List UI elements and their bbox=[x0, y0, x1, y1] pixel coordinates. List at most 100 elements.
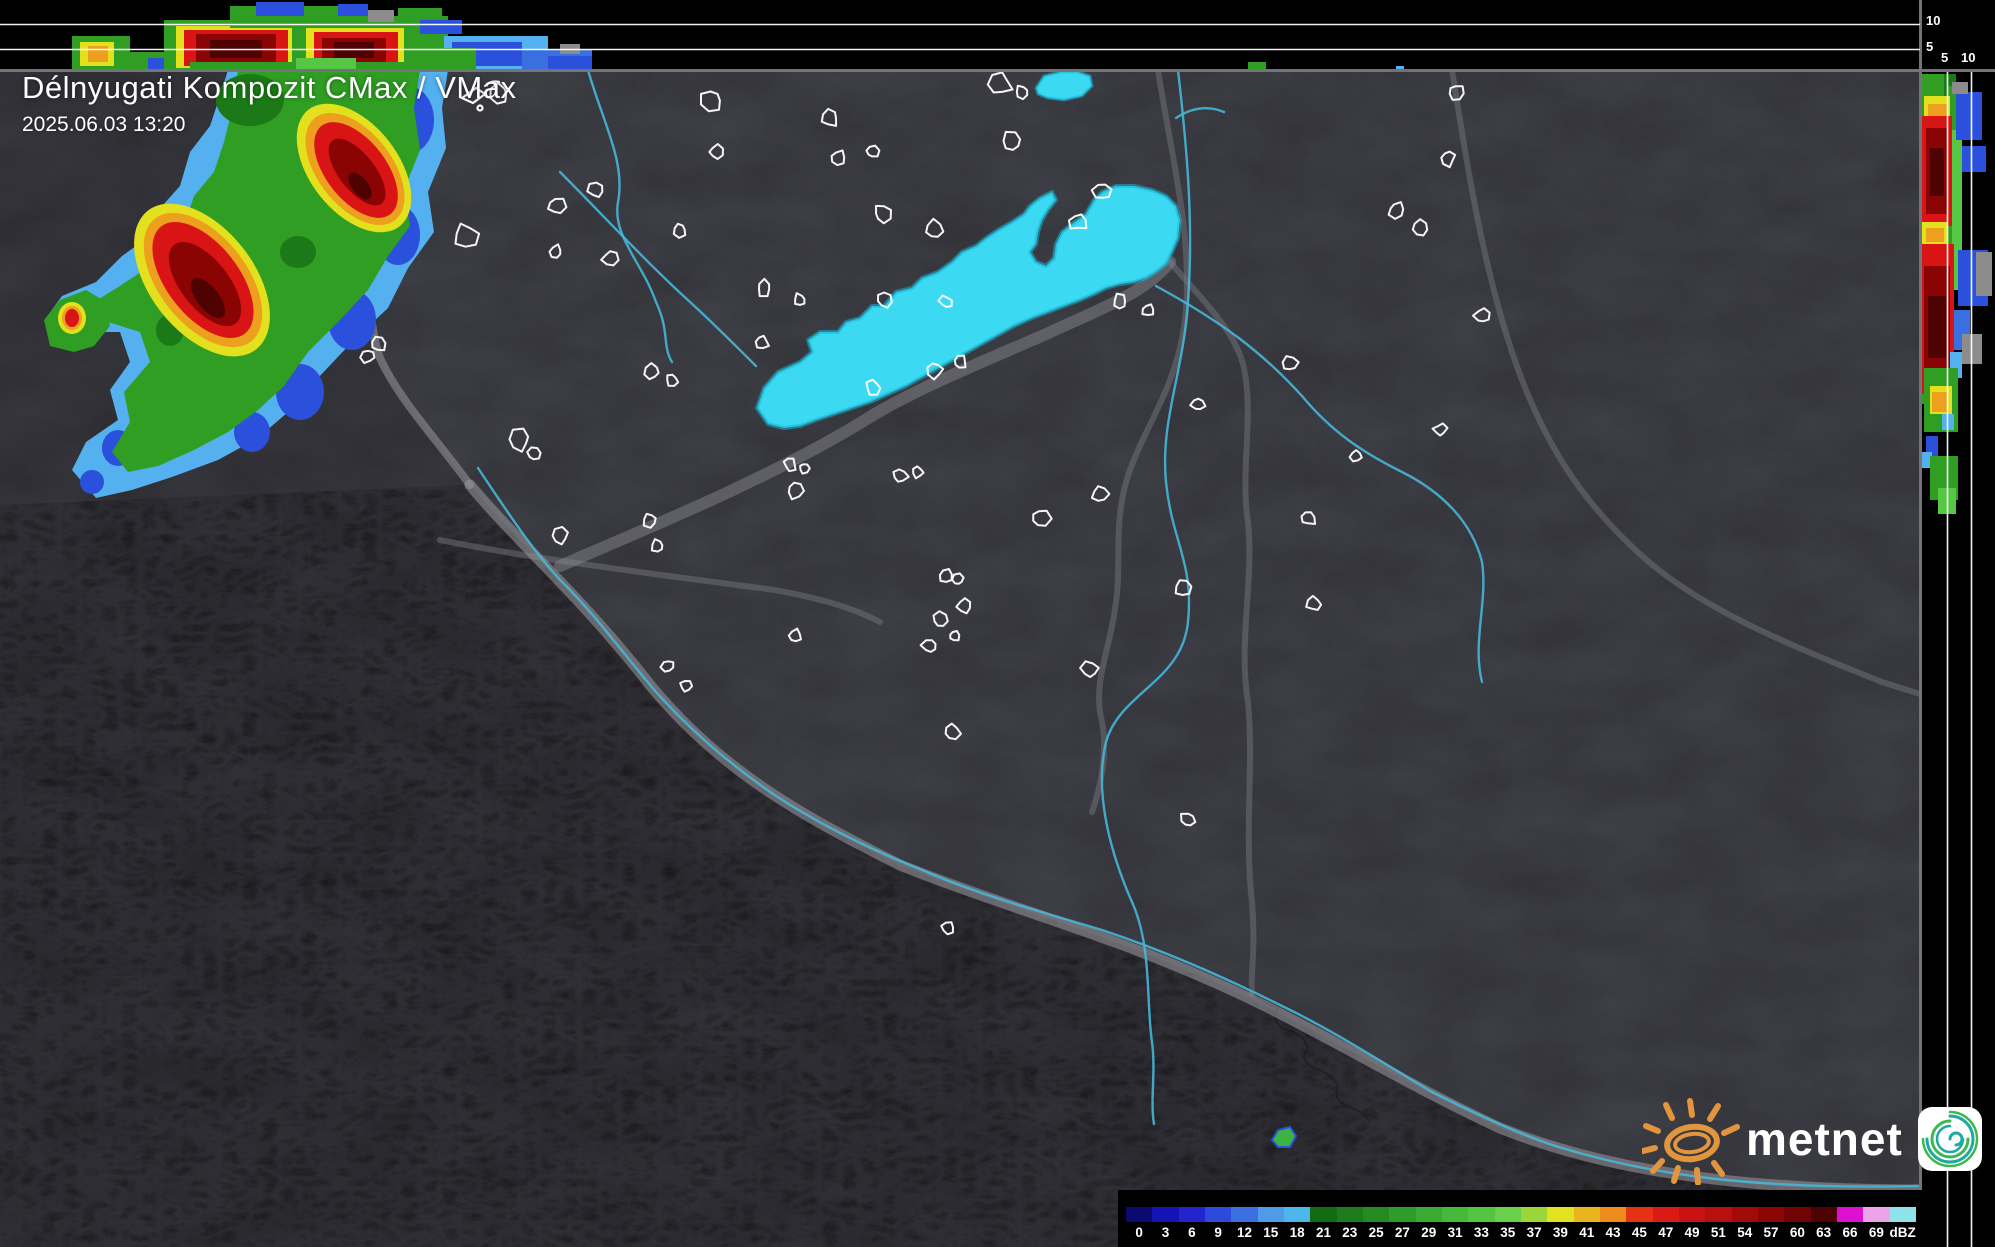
legend-label: 15 bbox=[1263, 1225, 1279, 1240]
settlement-outline bbox=[1032, 509, 1053, 527]
legend-label: 3 bbox=[1161, 1225, 1170, 1240]
settlement-outline bbox=[454, 222, 481, 248]
settlement-outline bbox=[489, 82, 508, 105]
logo-text: metnet bbox=[1746, 1113, 1903, 1165]
settlement-outline bbox=[679, 680, 694, 693]
county-border bbox=[1089, 67, 1191, 815]
legend-entry: 37 bbox=[1520, 1207, 1548, 1240]
county-border bbox=[1449, 67, 1923, 697]
legend-label: 51 bbox=[1710, 1225, 1726, 1240]
settlement-outline bbox=[548, 243, 562, 259]
settlement-outline bbox=[1015, 84, 1029, 101]
isolated-echo-cell bbox=[1270, 1125, 1298, 1148]
legend-swatch bbox=[1652, 1207, 1679, 1222]
legend-swatch bbox=[1810, 1207, 1837, 1222]
title-block: Délnyugati Kompozit CMax / VMax 2025.06.… bbox=[22, 70, 516, 137]
storm-echo-core bbox=[348, 172, 372, 200]
river bbox=[1154, 284, 1485, 684]
settlement-outline bbox=[830, 149, 846, 167]
settlement-outline bbox=[877, 291, 893, 309]
storm-echo-core bbox=[280, 236, 316, 268]
settlement-outline bbox=[944, 722, 962, 741]
legend-label: dBZ bbox=[1889, 1225, 1916, 1240]
settlement-outline bbox=[955, 597, 972, 615]
legend-entry: 23 bbox=[1336, 1207, 1363, 1240]
legend-entry: 6 bbox=[1178, 1207, 1205, 1240]
storm-echo-core bbox=[234, 412, 270, 452]
timestamp: 2025.06.03 13:20 bbox=[22, 113, 186, 136]
legend-entry: 0 bbox=[1126, 1207, 1153, 1240]
legend-swatch bbox=[1336, 1207, 1363, 1222]
legend-label: 18 bbox=[1289, 1225, 1305, 1240]
settlement-outline bbox=[937, 294, 953, 308]
top-panel-axis-label-5: 5 bbox=[1926, 39, 1934, 54]
legend-label: 54 bbox=[1737, 1225, 1753, 1240]
legend-label: 0 bbox=[1135, 1225, 1143, 1240]
settlement-outline bbox=[650, 538, 664, 553]
legend-swatch bbox=[1415, 1207, 1442, 1222]
metnet-logo: metnet bbox=[1642, 1093, 1983, 1185]
legend-entry: 31 bbox=[1441, 1207, 1469, 1240]
legend-entry: 39 bbox=[1547, 1207, 1574, 1240]
right-panel-axis-label-5: 5 bbox=[1941, 50, 1949, 65]
legend-label: 25 bbox=[1368, 1225, 1384, 1240]
river bbox=[1174, 106, 1226, 120]
legend-swatch bbox=[1257, 1207, 1284, 1222]
legend-swatch bbox=[1389, 1207, 1416, 1222]
legend-swatch bbox=[1731, 1207, 1758, 1222]
settlement-outline bbox=[794, 292, 806, 306]
settlement-outline bbox=[787, 627, 802, 643]
legend-entry: 54 bbox=[1731, 1207, 1758, 1240]
settlement-outline bbox=[953, 354, 967, 369]
settlement-outline bbox=[865, 378, 882, 396]
settlement-outline bbox=[547, 197, 568, 215]
settlement-outline bbox=[642, 512, 657, 529]
settlement-outline bbox=[1174, 579, 1193, 596]
legend-swatch bbox=[1784, 1207, 1811, 1222]
legend-swatch bbox=[1441, 1207, 1469, 1222]
legend-label: 31 bbox=[1447, 1225, 1463, 1240]
legend-entry: 47 bbox=[1652, 1207, 1679, 1240]
settlement-outline bbox=[359, 349, 376, 365]
legend-entry: 57 bbox=[1757, 1207, 1785, 1240]
settlement-outline bbox=[700, 90, 721, 113]
legend-label: 63 bbox=[1816, 1225, 1832, 1240]
dbz-color-scale: 0 3 6 9 12 15 18 21 23 25 27 29 31 33 35 37 39 41 43 45 47 49… bbox=[1118, 1190, 1922, 1247]
river bbox=[476, 466, 1922, 1188]
legend-entry: 18 bbox=[1283, 1207, 1311, 1240]
settlement-outline bbox=[892, 468, 910, 483]
settlement-outline bbox=[1079, 660, 1100, 678]
legend-label: 47 bbox=[1658, 1225, 1674, 1240]
legend-entry: 49 bbox=[1678, 1207, 1706, 1240]
legend-label: 37 bbox=[1526, 1225, 1542, 1240]
settlement-outline bbox=[799, 463, 811, 475]
settlement-outline bbox=[986, 71, 1014, 94]
settlement-outline bbox=[1411, 218, 1429, 237]
settlement-outline bbox=[919, 639, 937, 653]
legend-swatch bbox=[1626, 1207, 1653, 1222]
sun-sketch-icon bbox=[1642, 1098, 1740, 1185]
legend-label: 45 bbox=[1631, 1225, 1647, 1240]
legend-swatch bbox=[1310, 1207, 1337, 1222]
legend-label: 21 bbox=[1315, 1225, 1331, 1240]
settlement-outline bbox=[1090, 485, 1111, 502]
legend-label: 6 bbox=[1188, 1225, 1196, 1240]
county-border bbox=[1167, 259, 1257, 997]
legend-entry: 12 bbox=[1231, 1207, 1258, 1240]
settlement-outline bbox=[1002, 130, 1022, 151]
settlement-outline bbox=[912, 465, 925, 480]
lake-balaton bbox=[755, 184, 1182, 430]
legend-entry: 51 bbox=[1705, 1207, 1732, 1240]
settlement-outline bbox=[1189, 397, 1207, 411]
settlement-outline bbox=[526, 446, 542, 461]
settlement-outline bbox=[949, 630, 961, 642]
legend-entry: 45 bbox=[1626, 1207, 1653, 1240]
legend-label: 33 bbox=[1473, 1225, 1489, 1240]
settlement-outline bbox=[672, 222, 687, 239]
settlement-outline bbox=[932, 610, 949, 627]
legend-label: 39 bbox=[1552, 1225, 1568, 1240]
legend-label: 27 bbox=[1394, 1225, 1410, 1240]
storm-echo-core bbox=[216, 74, 284, 126]
legend-label: 29 bbox=[1421, 1225, 1437, 1240]
